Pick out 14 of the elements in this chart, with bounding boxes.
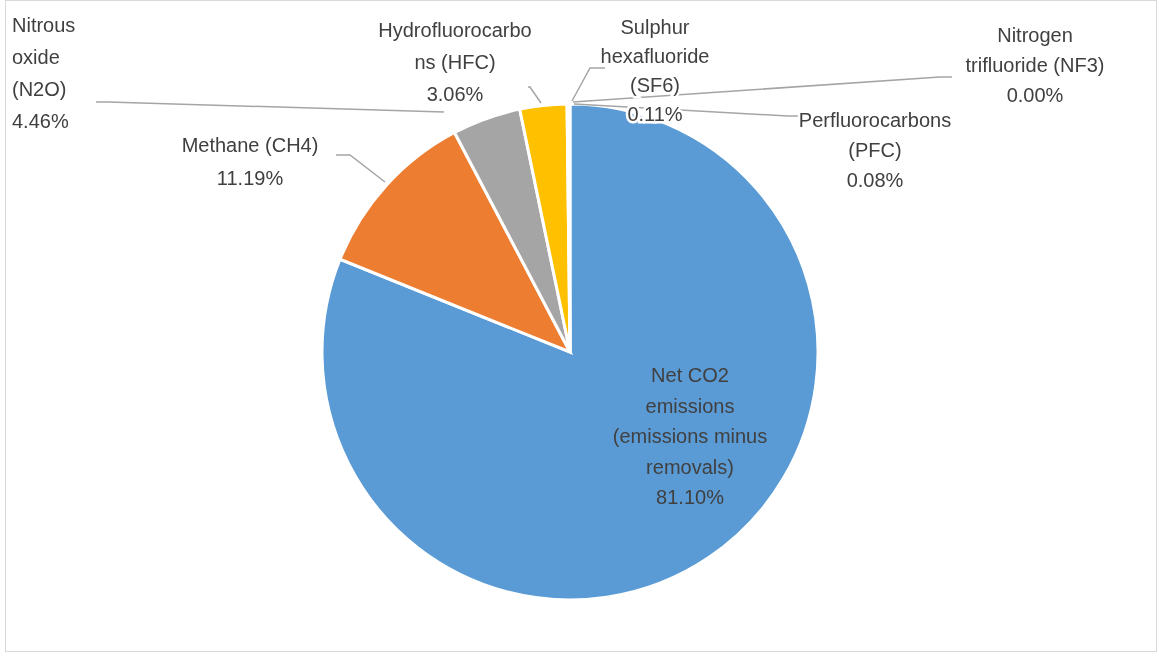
category-label: Nitrogen trifluoride (NF3) bbox=[965, 24, 1105, 76]
data-label: 0.08% bbox=[846, 169, 904, 191]
data-label: 81.10% bbox=[656, 486, 725, 508]
data-label: 11.19% bbox=[216, 167, 284, 189]
slice-label: Perfluorocarbons (PFC) bbox=[798, 109, 952, 161]
data-label: 0.11% bbox=[627, 103, 683, 125]
slice-label: Methane (CH4) bbox=[181, 134, 319, 156]
slice-label: Net CO2 emissions (emissions minus removals) bbox=[612, 364, 768, 478]
slice-label: Hydrofluorocarbons (HFC) bbox=[378, 19, 532, 73]
slice-label: Sulphur hexafluoride (SF6) bbox=[600, 16, 710, 96]
data-label: 3.06% bbox=[426, 83, 484, 105]
text: 0.00% bbox=[1006, 84, 1064, 106]
data-label: 4.46% bbox=[12, 110, 69, 132]
slice-label: Nitrous oxide (N2O) bbox=[12, 14, 76, 100]
